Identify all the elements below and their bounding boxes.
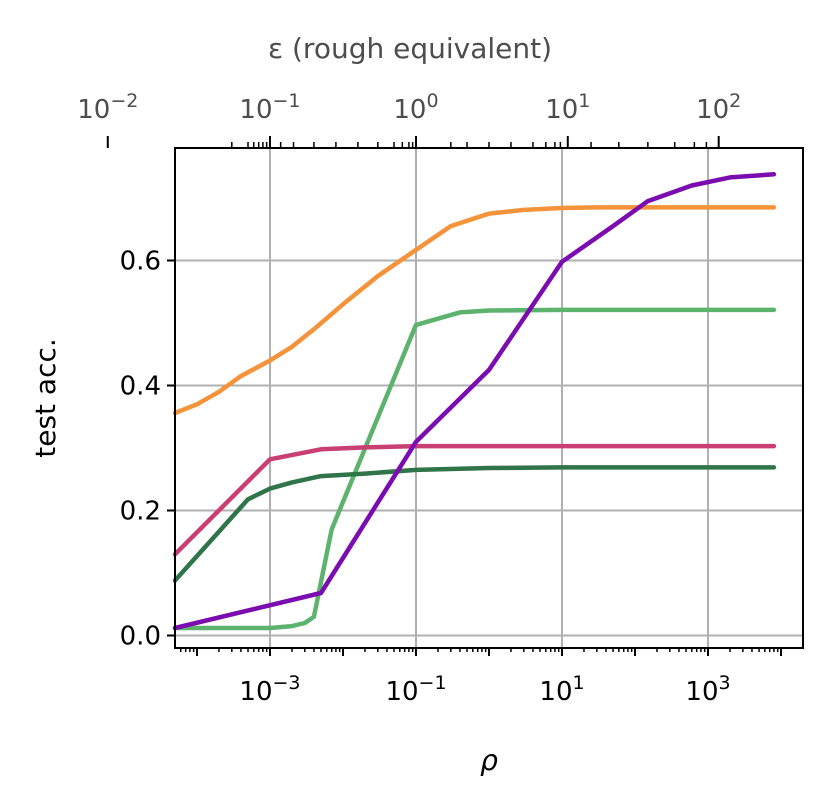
top-tick-label: 101 <box>545 90 590 125</box>
x-tick-label: 10−1 <box>385 672 446 707</box>
x-axis-title: ρ <box>480 744 498 777</box>
series-lines <box>172 172 777 631</box>
top-axis-title: ε (rough equivalent) <box>268 32 552 65</box>
top-tick-label: 10−2 <box>77 90 138 125</box>
x-tick-label: 10−3 <box>239 672 300 707</box>
series-line-2 <box>172 307 777 631</box>
y-tick-label: 0.4 <box>120 372 161 402</box>
series-line-5 <box>172 172 777 631</box>
top-tick-label: 10−1 <box>239 90 300 125</box>
y-tick-label: 0.6 <box>120 247 161 277</box>
series-line-3 <box>172 443 777 557</box>
x-tick-label: 101 <box>539 672 584 707</box>
top-tick-label: 102 <box>696 90 741 125</box>
x-tick-label: 103 <box>685 672 730 707</box>
y-tick-label: 0.2 <box>120 497 161 527</box>
series-line-1 <box>172 205 777 416</box>
series-line-4 <box>172 465 777 583</box>
y-axis-title: test acc. <box>29 338 62 458</box>
top-tick-label: 100 <box>393 90 438 125</box>
axes: 0.0 0.2 0.4 0.6 10−3 10−1 101 103 10−2 10−1 100 101… <box>77 90 783 707</box>
grid <box>175 148 803 648</box>
y-tick-label: 0.0 <box>120 622 161 652</box>
